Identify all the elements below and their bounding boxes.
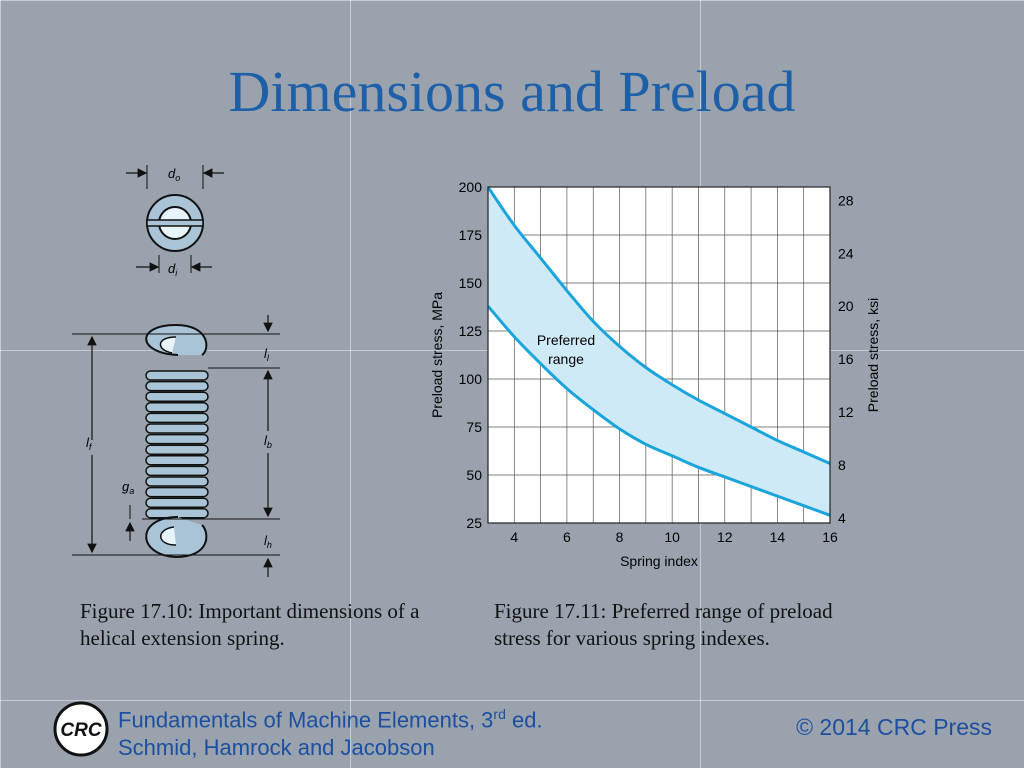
page-title: Dimensions and Preload [228, 59, 796, 124]
y2-tick-label: 20 [838, 298, 854, 314]
y2-tick-label: 16 [838, 351, 854, 367]
spring-coil [145, 433, 209, 445]
spring-coil [145, 391, 209, 402]
spring-coil [145, 455, 209, 466]
y-tick-label: 175 [459, 227, 483, 243]
x-tick-label: 14 [770, 529, 786, 545]
y2-tick-label: 8 [838, 457, 846, 473]
y2-tick-label: 24 [838, 245, 854, 261]
label-ga: ga [122, 479, 134, 496]
annotation-line-1: Preferred [537, 332, 595, 348]
spring-coil [145, 380, 209, 392]
spring-coil [145, 402, 209, 413]
spring-end-view [146, 194, 204, 252]
y-axis-label: Preload stress, MPa [429, 292, 445, 418]
spring-coil [145, 423, 209, 434]
spring-figure: do di lf ll lb ga lh [72, 165, 280, 577]
y-tick-label: 50 [466, 467, 482, 483]
figure-17-11-caption: Figure 17.11: Preferred range of preload… [494, 599, 833, 650]
preferred-range-band [488, 187, 830, 516]
x-tick-label: 6 [563, 529, 571, 545]
spring-coil [145, 412, 209, 424]
x-tick-label: 10 [664, 529, 680, 545]
y2-tick-label: 28 [838, 192, 854, 208]
upper-bound-line [486, 186, 831, 465]
spring-coil [145, 465, 209, 477]
svg-text:CRC: CRC [60, 720, 101, 741]
x-tick-label: 4 [510, 529, 518, 545]
preload-stress-chart: 4 6 8 10 12 14 16 25 50 75 100 125 150 175 200 4 8 12 16… [429, 179, 881, 569]
label-lf: lf [86, 435, 93, 452]
footer-book-title: Fundamentals of Machine Elements, 3rd ed… [118, 706, 543, 733]
spring-coil [145, 497, 209, 508]
y-tick-label: 100 [459, 371, 483, 387]
y-tick-label: 200 [459, 179, 483, 195]
copyright: © 2014 CRC Press [796, 714, 992, 740]
x-tick-label: 12 [717, 529, 733, 545]
footer-authors: Schmid, Hamrock and Jacobson [118, 735, 435, 761]
label-ll: ll [264, 346, 270, 363]
y-tick-label: 75 [466, 419, 482, 435]
label-do: do [168, 166, 180, 183]
crc-logo: CRC [53, 701, 109, 757]
spring-coil [145, 444, 209, 455]
y2-axis-label: Preload stress, ksi [865, 298, 881, 412]
y-tick-label: 125 [459, 323, 483, 339]
x-tick-label: 16 [822, 529, 838, 545]
y2-tick-label: 12 [838, 404, 854, 420]
x-axis-label: Spring index [620, 553, 698, 569]
spring-side-view [145, 323, 209, 559]
label-di: di [168, 261, 178, 278]
y-tick-label: 150 [459, 275, 483, 291]
y2-tick-label: 4 [838, 510, 846, 526]
lower-bound-line [486, 305, 831, 517]
footer-citation: Fundamentals of Machine Elements, 3rd ed… [118, 700, 543, 762]
figure-17-10-caption: Figure 17.10: Important dimensions of a … [80, 599, 420, 650]
spring-coil [145, 486, 209, 498]
label-lh: lh [264, 533, 272, 550]
x-tick-label: 8 [616, 529, 624, 545]
label-lb: lb [264, 433, 272, 450]
y-tick-label: 25 [466, 515, 482, 531]
spring-coil [145, 476, 209, 487]
spring-coil [145, 370, 209, 381]
annotation-line-2: range [548, 351, 584, 367]
